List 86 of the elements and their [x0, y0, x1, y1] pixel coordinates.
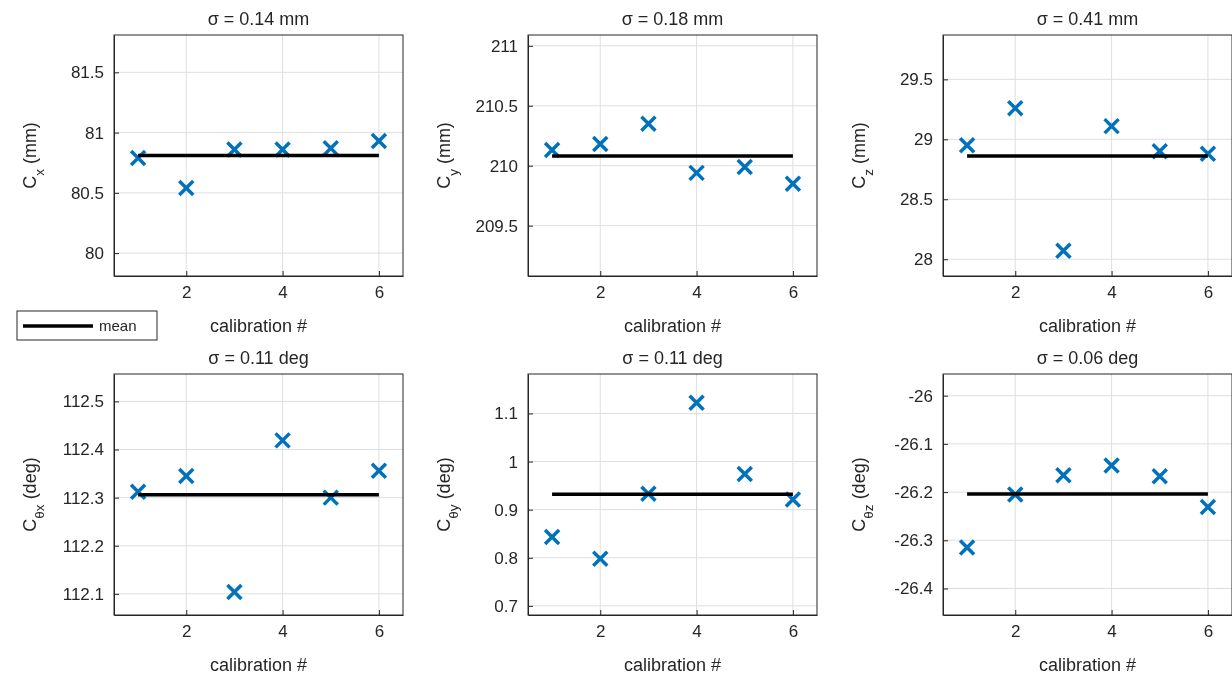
x-tick-label: 2 [1011, 283, 1021, 303]
y-tick-label: 81 [85, 123, 104, 143]
point [129, 483, 147, 501]
point [1199, 144, 1217, 163]
point [1054, 242, 1073, 260]
y-tick-label: 112.4 [62, 440, 104, 460]
point [370, 132, 388, 150]
x-tick-label: 4 [1107, 283, 1117, 303]
x-tick-label: 6 [1203, 622, 1214, 642]
x-tick-label: 4 [692, 283, 702, 303]
y-tick-label: 210.5 [475, 96, 518, 116]
y-tick-label: -26 [908, 386, 933, 406]
y-tick-label: 28 [914, 250, 933, 270]
chart-title: σ = 0.06 deg [1036, 348, 1139, 368]
chart-title: σ = 0.41 mm [1036, 9, 1139, 29]
y-tick-label: 29.5 [899, 70, 933, 90]
x-tick-label: 2 [182, 622, 192, 642]
y-tick-label: 1 [508, 452, 518, 472]
x-tick-label: 4 [278, 283, 288, 303]
x-tick-label: 2 [182, 283, 192, 303]
point [1102, 456, 1121, 475]
x-tick-label: 6 [374, 622, 385, 642]
y-tick-label: 112.1 [62, 584, 104, 604]
point [1054, 466, 1073, 484]
y-tick-label: -26.4 [894, 579, 933, 599]
chart-title: σ = 0.18 mm [621, 9, 724, 29]
point [1102, 117, 1121, 135]
point [687, 164, 706, 182]
x-tick-label: 2 [596, 283, 606, 303]
y-tick-label: 0.7 [494, 596, 518, 616]
x-tick-label: 6 [788, 622, 799, 642]
point [273, 431, 292, 450]
point [639, 114, 658, 133]
chart-title: σ = 0.14 mm [207, 9, 310, 29]
point [370, 461, 388, 480]
point [1199, 498, 1217, 516]
x-axis-title: calibration # [623, 316, 722, 336]
x-tick-label: 6 [788, 283, 799, 303]
y-tick-label: 1.1 [494, 404, 518, 424]
point [1151, 467, 1169, 485]
y-tick-label: -26.3 [894, 531, 933, 551]
x-axis-title: calibration # [209, 316, 308, 336]
y-tick-label: 210 [489, 156, 518, 176]
x-tick-label: 4 [1107, 622, 1117, 642]
point [591, 549, 609, 568]
x-tick-label: 4 [692, 622, 702, 642]
y-tick-label: 112.5 [62, 392, 104, 412]
x-tick-label: 2 [1011, 622, 1021, 642]
x-axis-title: calibration # [209, 655, 308, 675]
point [958, 538, 976, 557]
point [687, 394, 706, 412]
y-tick-label: 209.5 [475, 216, 518, 236]
chart-title: σ = 0.11 deg [208, 348, 309, 368]
point [225, 583, 244, 601]
y-tick-label: -26.2 [894, 483, 933, 503]
point [1006, 99, 1024, 117]
point [177, 179, 195, 197]
point [784, 174, 802, 193]
legend-label: mean [99, 317, 137, 334]
y-tick-label: 0.9 [494, 500, 518, 520]
y-tick-label: 29 [914, 130, 933, 150]
y-tick-label: 112.2 [62, 536, 104, 556]
y-tick-label: 81.5 [70, 63, 104, 83]
x-axis-title: calibration # [1038, 655, 1137, 675]
point [177, 467, 195, 485]
point [591, 135, 609, 153]
y-tick-label: 0.8 [494, 548, 518, 568]
point [129, 149, 147, 167]
x-axis-title: calibration # [623, 655, 722, 675]
x-tick-label: 2 [596, 622, 606, 642]
y-tick-label: 80.5 [70, 183, 104, 203]
x-tick-label: 6 [374, 283, 385, 303]
point [784, 490, 802, 509]
point [958, 136, 976, 155]
point [736, 158, 754, 176]
y-tick-label: 211 [490, 36, 518, 56]
x-axis-title: calibration # [1038, 316, 1137, 336]
y-tick-label: 80 [85, 244, 104, 264]
x-tick-label: 4 [278, 622, 288, 642]
y-tick-label: 28.5 [899, 190, 933, 210]
x-tick-label: 6 [1203, 283, 1214, 303]
point [543, 528, 561, 546]
y-tick-label: 112.3 [62, 488, 104, 508]
y-tick-label: -26.1 [894, 434, 933, 454]
chart-title: σ = 0.11 deg [622, 348, 723, 368]
point [736, 465, 754, 483]
